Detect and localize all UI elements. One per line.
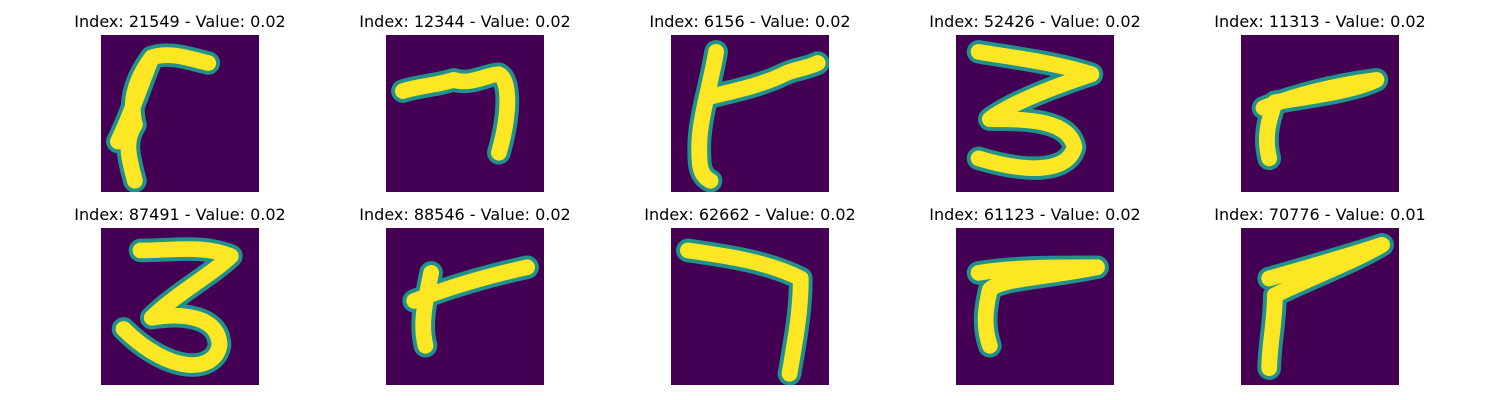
digit-image <box>956 228 1114 385</box>
digit-image <box>671 35 829 192</box>
digit-image <box>956 35 1114 192</box>
digit-image <box>101 35 259 192</box>
digit-image <box>1241 35 1399 192</box>
panel: Index: 87491 - Value: 0.02 <box>60 205 300 385</box>
panel: Index: 70776 - Value: 0.01 <box>1200 205 1440 385</box>
digit-stroke <box>680 242 809 382</box>
panel-title: Index: 62662 - Value: 0.02 <box>644 205 856 224</box>
digit-image <box>1241 228 1399 385</box>
digit-image <box>386 228 544 385</box>
digit-background <box>386 35 544 192</box>
panel-title: Index: 61123 - Value: 0.02 <box>929 205 1141 224</box>
digit-stroke <box>395 66 516 161</box>
digit-image <box>386 35 544 192</box>
panel: Index: 88546 - Value: 0.02 <box>345 205 585 385</box>
panel: Index: 62662 - Value: 0.02 <box>630 205 870 385</box>
panel-title: Index: 52426 - Value: 0.02 <box>929 12 1141 31</box>
panel-title: Index: 21549 - Value: 0.02 <box>74 12 286 31</box>
panel: Index: 21549 - Value: 0.02 <box>60 12 300 192</box>
digit-stroke <box>406 259 535 354</box>
panel: Index: 12344 - Value: 0.02 <box>345 12 585 192</box>
panel: Index: 52426 - Value: 0.02 <box>915 12 1155 192</box>
panel-title: Index: 88546 - Value: 0.02 <box>359 205 571 224</box>
panel-title: Index: 87491 - Value: 0.02 <box>74 205 286 224</box>
panel-title: Index: 11313 - Value: 0.02 <box>1214 12 1426 31</box>
digit-stroke <box>970 43 1100 176</box>
digit-stroke <box>110 47 217 189</box>
digit-stroke <box>1255 72 1385 167</box>
digit-image <box>101 228 259 385</box>
digit-stroke <box>115 241 239 373</box>
panel: Index: 61123 - Value: 0.02 <box>915 205 1155 385</box>
panel: Index: 11313 - Value: 0.02 <box>1200 12 1440 192</box>
panel-title: Index: 6156 - Value: 0.02 <box>649 12 851 31</box>
digit-image <box>671 228 829 385</box>
digit-stroke <box>691 43 826 189</box>
digit-stroke <box>970 259 1105 354</box>
panel-title: Index: 70776 - Value: 0.01 <box>1214 205 1426 224</box>
panel: Index: 6156 - Value: 0.02 <box>630 12 870 192</box>
panel-title: Index: 12344 - Value: 0.02 <box>359 12 571 31</box>
digit-stroke <box>1261 236 1390 377</box>
